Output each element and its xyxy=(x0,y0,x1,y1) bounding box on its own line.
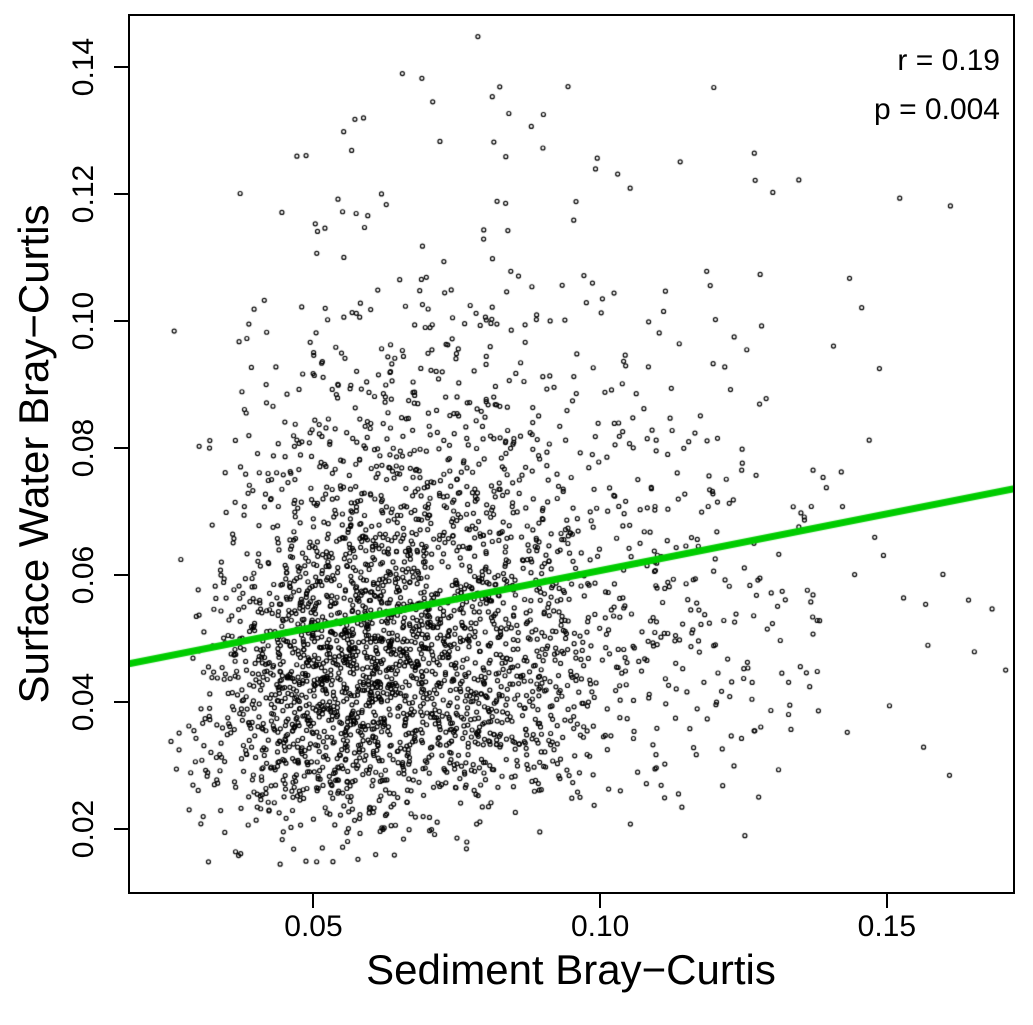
y-tick-label: 0.04 xyxy=(67,672,100,731)
y-tick-label: 0.06 xyxy=(67,545,100,604)
scatter-canvas xyxy=(130,16,1013,892)
y-tick-label: 0.14 xyxy=(67,37,100,96)
x-tick-mark xyxy=(599,894,602,908)
y-tick-label: 0.12 xyxy=(67,164,100,223)
y-tick-mark xyxy=(114,700,128,703)
y-tick-label: 0.08 xyxy=(67,418,100,477)
x-tick-label: 0.10 xyxy=(570,910,630,943)
y-axis-title: Surface Water Bray−Curtis xyxy=(10,204,57,704)
y-tick-label: 0.02 xyxy=(67,799,100,858)
y-tick-mark xyxy=(114,319,128,322)
stats-annotation: r = 0.19 p = 0.004 xyxy=(874,36,1000,134)
x-tick-mark xyxy=(312,894,315,908)
x-tick-label: 0.15 xyxy=(857,910,917,943)
r-value-label: r = 0.19 xyxy=(897,44,1000,77)
x-axis-title: Sediment Bray−Curtis xyxy=(366,946,776,993)
y-tick-mark xyxy=(114,192,128,195)
x-tick-mark xyxy=(885,894,888,908)
y-tick-mark xyxy=(114,827,128,830)
y-tick-mark xyxy=(114,446,128,449)
x-tick-label: 0.05 xyxy=(284,910,343,943)
y-tick-mark xyxy=(114,65,128,68)
y-tick-label: 0.10 xyxy=(67,291,100,350)
p-value-label: p = 0.004 xyxy=(874,93,1000,126)
y-tick-mark xyxy=(114,573,128,576)
plot-area: r = 0.19 p = 0.004 xyxy=(128,14,1015,894)
